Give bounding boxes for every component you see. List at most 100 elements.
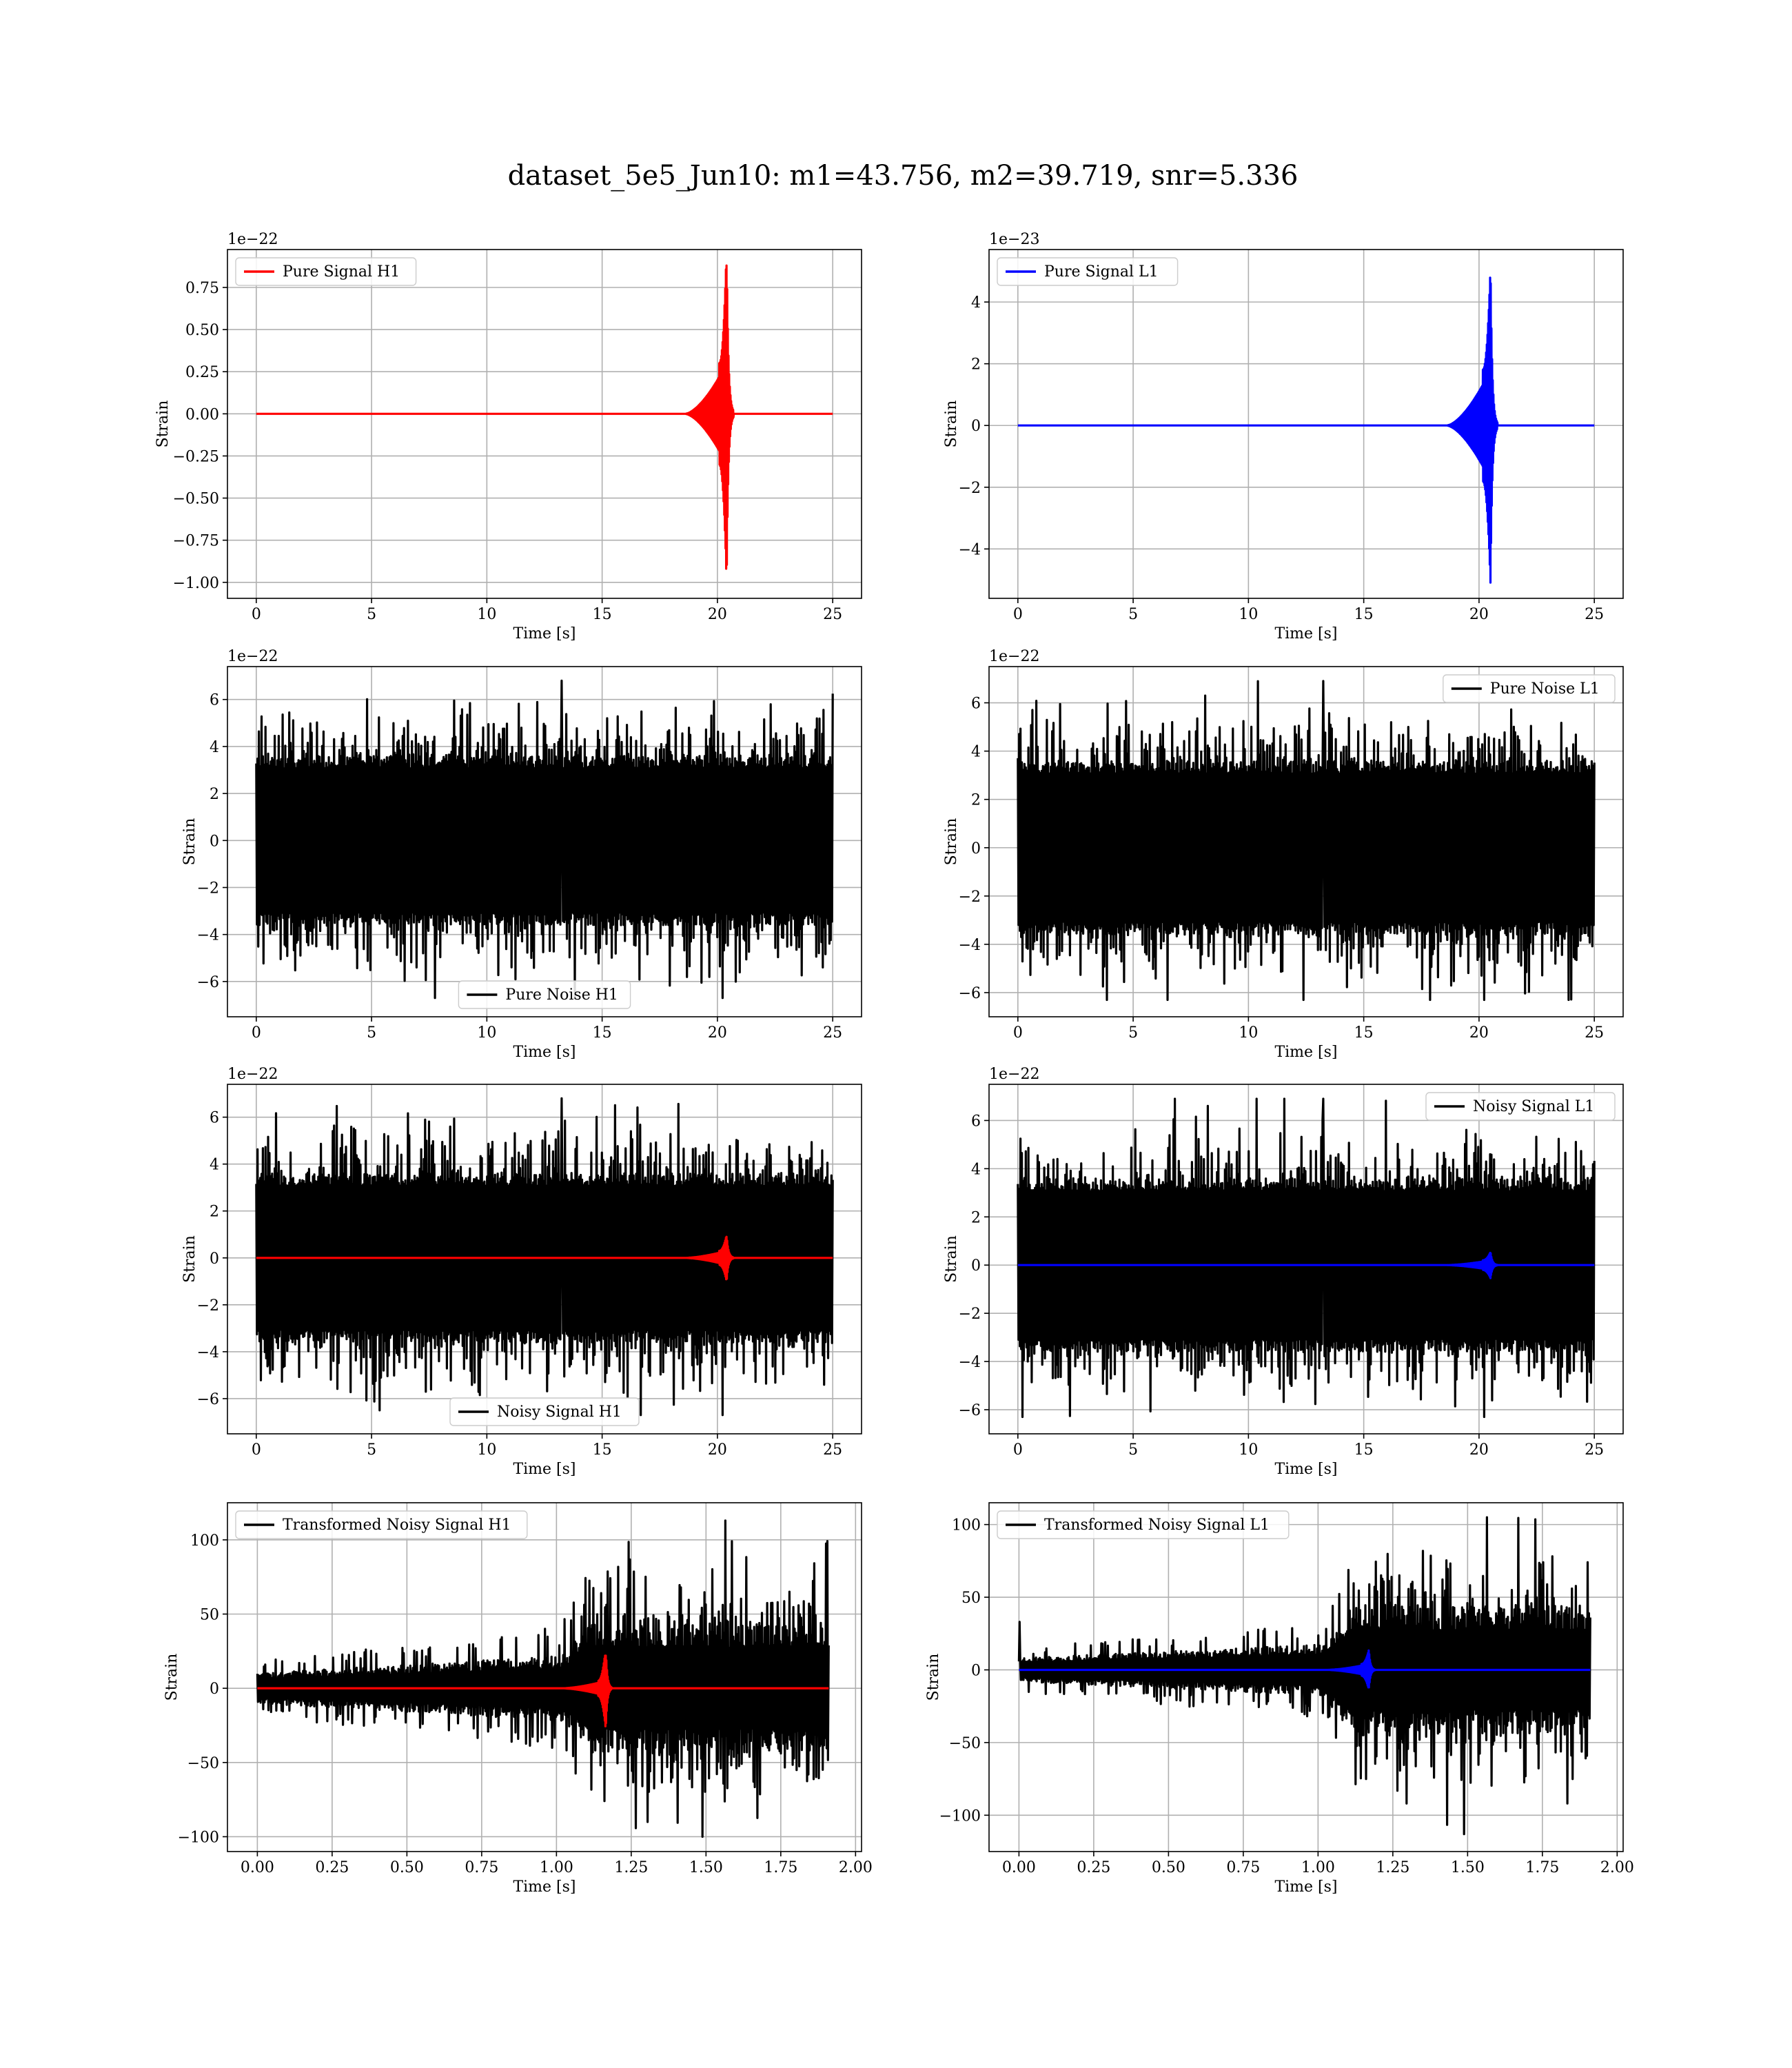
x-axis-label: Time [s] <box>1274 1461 1337 1478</box>
legend-box <box>449 1397 640 1426</box>
y-tick-label: −0.50 <box>173 491 219 508</box>
legend-box <box>997 257 1179 286</box>
y-tick-label: −6 <box>959 1402 981 1419</box>
x-tick-label: 10 <box>1239 1441 1258 1459</box>
y-tick-label: 4 <box>210 1157 219 1174</box>
legend: Pure Noise H1 <box>458 980 631 1009</box>
legend-label: Noisy Signal L1 <box>1473 1098 1594 1115</box>
x-axis-label: Time [s] <box>1274 625 1337 642</box>
y-tick-label: −4 <box>197 1344 219 1361</box>
series-line <box>1017 680 1596 1002</box>
series-group <box>1017 680 1596 1002</box>
x-tick-label: 1.50 <box>689 1859 723 1876</box>
panel-bottom-left: 0.00 0.25 0.50 0.75 1.00 1.25 1.50 1.75 2.00 −100… <box>163 1502 873 1896</box>
x-tick-label: 0 <box>252 606 261 623</box>
x-tick-label: 0.25 <box>1077 1859 1110 1876</box>
y-tick-label: 0.75 <box>185 280 219 297</box>
series-line <box>1018 1649 1591 1689</box>
axes-frame <box>227 666 862 1017</box>
x-tick-label: 2.00 <box>839 1859 873 1876</box>
offset-text: 1e−22 <box>227 1066 278 1083</box>
series-group <box>1017 1097 1596 1419</box>
y-tick-label: 4 <box>971 1161 981 1178</box>
legend: Noisy Signal L1 <box>1425 1092 1616 1121</box>
x-tick-label: 0 <box>252 1024 261 1042</box>
y-tick-label: 2 <box>210 1204 219 1221</box>
x-tick-label: 0.50 <box>1152 1859 1185 1876</box>
series-line <box>255 264 834 570</box>
x-tick-label: 2.00 <box>1600 1859 1634 1876</box>
y-tick-label: 0 <box>210 1681 219 1698</box>
y-tick-label: 0.25 <box>185 364 219 381</box>
series-line <box>1017 276 1596 584</box>
axes-frame <box>227 1502 862 1852</box>
legend-box <box>997 1510 1290 1539</box>
axes-frame <box>988 1084 1624 1435</box>
x-tick-label: 1.25 <box>614 1859 648 1876</box>
y-tick-label: 0.00 <box>185 406 219 423</box>
y-tick-label: 2 <box>210 786 219 803</box>
axes-frame <box>227 249 862 599</box>
x-tick-label: 1.75 <box>1525 1859 1559 1876</box>
series-group <box>1017 1516 1591 1836</box>
legend: Pure Signal H1 <box>235 257 417 286</box>
y-tick-label: −2 <box>197 1297 219 1315</box>
y-tick-label: −4 <box>959 541 981 558</box>
axes-frame <box>988 1502 1624 1852</box>
y-tick-label: −4 <box>959 1354 981 1371</box>
x-tick-label: 5 <box>367 606 376 623</box>
series-group <box>256 1519 830 1838</box>
legend-label: Noisy Signal H1 <box>497 1403 622 1421</box>
plot-area <box>227 250 862 598</box>
y-tick-label: 0 <box>210 833 219 850</box>
y-tick-label: 2 <box>971 792 981 809</box>
x-tick-label: 0.00 <box>241 1859 274 1876</box>
panel-row3-right: 0 5 10 15 20 25 −6 −4 −2 0 2 4 6 Time [s] Strain 1e−22 N… <box>943 1066 1624 1478</box>
y-tick-label: 4 <box>971 294 981 312</box>
x-tick-label: 1.00 <box>1301 1859 1335 1876</box>
x-tick-label: 20 <box>708 1441 727 1459</box>
y-tick-label: 4 <box>971 744 981 761</box>
legend-box <box>1443 674 1616 703</box>
y-tick-label: 6 <box>971 696 981 713</box>
y-tick-label: −2 <box>959 889 981 906</box>
y-tick-label: −100 <box>178 1829 219 1846</box>
x-tick-label: 5 <box>1128 1441 1138 1459</box>
x-tick-label: 0.25 <box>315 1859 349 1876</box>
y-tick-label: 6 <box>210 1110 219 1127</box>
legend-box <box>235 1510 528 1539</box>
y-tick-label: −4 <box>197 927 219 944</box>
series-group <box>255 679 834 1000</box>
x-tick-label: 25 <box>1585 1441 1604 1459</box>
x-tick-label: 0 <box>1013 1441 1023 1459</box>
y-axis-label: Strain <box>925 1654 942 1701</box>
x-tick-label: 1.50 <box>1451 1859 1485 1876</box>
x-tick-label: 10 <box>1239 1024 1258 1042</box>
panel-row2-left: 0 5 10 15 20 25 −6 −4 −2 0 2 4 6 Time [s] Strain 1e−22 P… <box>181 648 862 1061</box>
x-tick-label: 15 <box>593 606 612 623</box>
axes-frame <box>988 249 1624 599</box>
x-tick-label: 1.75 <box>764 1859 797 1876</box>
y-tick-label: 50 <box>200 1606 219 1623</box>
y-tick-label: 0 <box>971 1662 981 1679</box>
legend: Transformed Noisy Signal H1 <box>235 1510 528 1539</box>
y-tick-label: 0 <box>971 1257 981 1275</box>
y-tick-label: 2 <box>971 356 981 374</box>
panel-row3-left: 0 5 10 15 20 25 −6 −4 −2 0 2 4 6 Time [s] Strain 1e−22 N… <box>181 1066 862 1478</box>
x-tick-label: 20 <box>1469 1441 1489 1459</box>
x-tick-label: 1.25 <box>1376 1859 1409 1876</box>
legend-label: Pure Noise L1 <box>1490 680 1600 698</box>
x-tick-label: 15 <box>1354 1441 1374 1459</box>
y-tick-label: 6 <box>210 692 219 709</box>
series-line <box>1017 1097 1596 1419</box>
y-tick-label: −50 <box>949 1735 981 1752</box>
y-tick-label: 0 <box>210 1250 219 1268</box>
series-line <box>255 1235 834 1281</box>
y-tick-label: 100 <box>952 1517 981 1534</box>
y-tick-label: 50 <box>961 1590 981 1607</box>
x-tick-label: 5 <box>367 1441 376 1459</box>
x-tick-label: 20 <box>1469 606 1489 623</box>
x-tick-label: 15 <box>1354 606 1374 623</box>
y-tick-label: 0 <box>971 418 981 435</box>
y-axis-label: Strain <box>163 1654 181 1701</box>
